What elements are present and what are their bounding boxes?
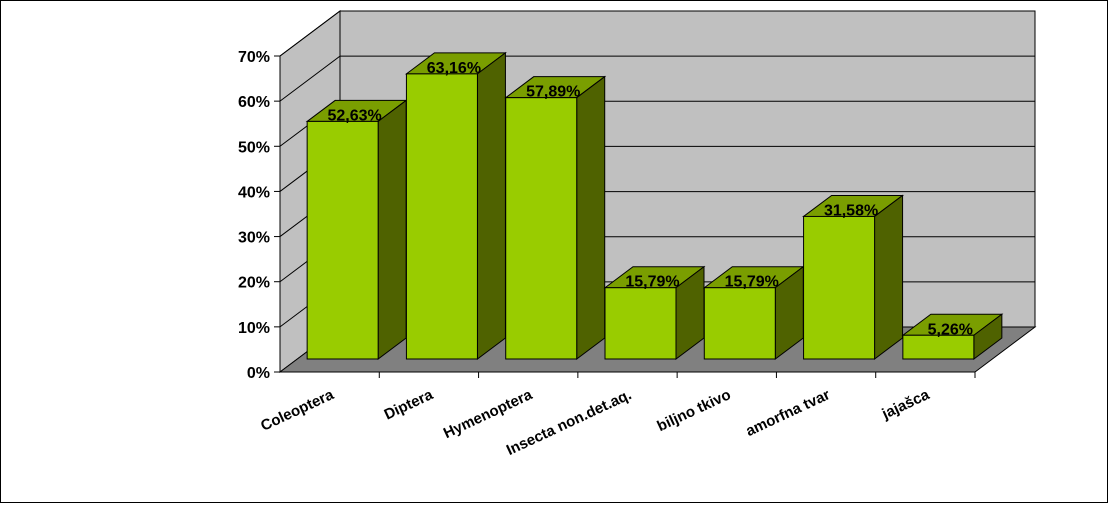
bar-front — [703, 287, 776, 360]
data-label: 5,26% — [928, 321, 973, 338]
bar — [404, 51, 507, 360]
data-label: 63,16% — [427, 60, 481, 77]
bar — [603, 265, 706, 360]
bar-front — [505, 97, 578, 360]
data-label: 31,58% — [824, 202, 878, 219]
data-label: 52,63% — [328, 107, 382, 124]
y-tick-label: 20% — [238, 275, 270, 292]
bar-side — [476, 51, 506, 360]
y-tick-label: 10% — [238, 320, 270, 337]
bar — [305, 99, 408, 360]
bar-side — [874, 194, 904, 360]
bars — [305, 51, 1004, 360]
y-tick-label: 40% — [238, 184, 270, 201]
bar-front — [803, 215, 876, 360]
bar-side — [576, 75, 606, 360]
data-labels: 52,63% 63,16% 57,89% 15,79% 15,79% 31,58% 5,26… — [328, 60, 974, 338]
bar-front — [306, 120, 379, 360]
bar — [504, 75, 607, 360]
gridline — [279, 10, 1035, 57]
y-tick-label: 60% — [238, 94, 270, 111]
bar — [702, 265, 805, 360]
bar — [901, 313, 1004, 360]
y-tick-label: 50% — [238, 139, 270, 156]
data-label: 15,79% — [625, 274, 679, 291]
y-axis: 0% 10% 20% 30% 40% 50% 60% 70% — [238, 49, 281, 382]
y-tick-label: 30% — [238, 230, 270, 247]
data-label: 57,89% — [526, 84, 580, 101]
bar-front — [405, 73, 478, 360]
bar-front — [902, 334, 975, 360]
y-tick-label: 70% — [238, 49, 270, 66]
y-tick-label: 0% — [247, 365, 270, 382]
data-label: 15,79% — [725, 274, 779, 291]
bar — [802, 194, 905, 360]
bar-front — [604, 287, 677, 360]
bar-side — [377, 99, 407, 360]
gridline — [279, 55, 1035, 102]
